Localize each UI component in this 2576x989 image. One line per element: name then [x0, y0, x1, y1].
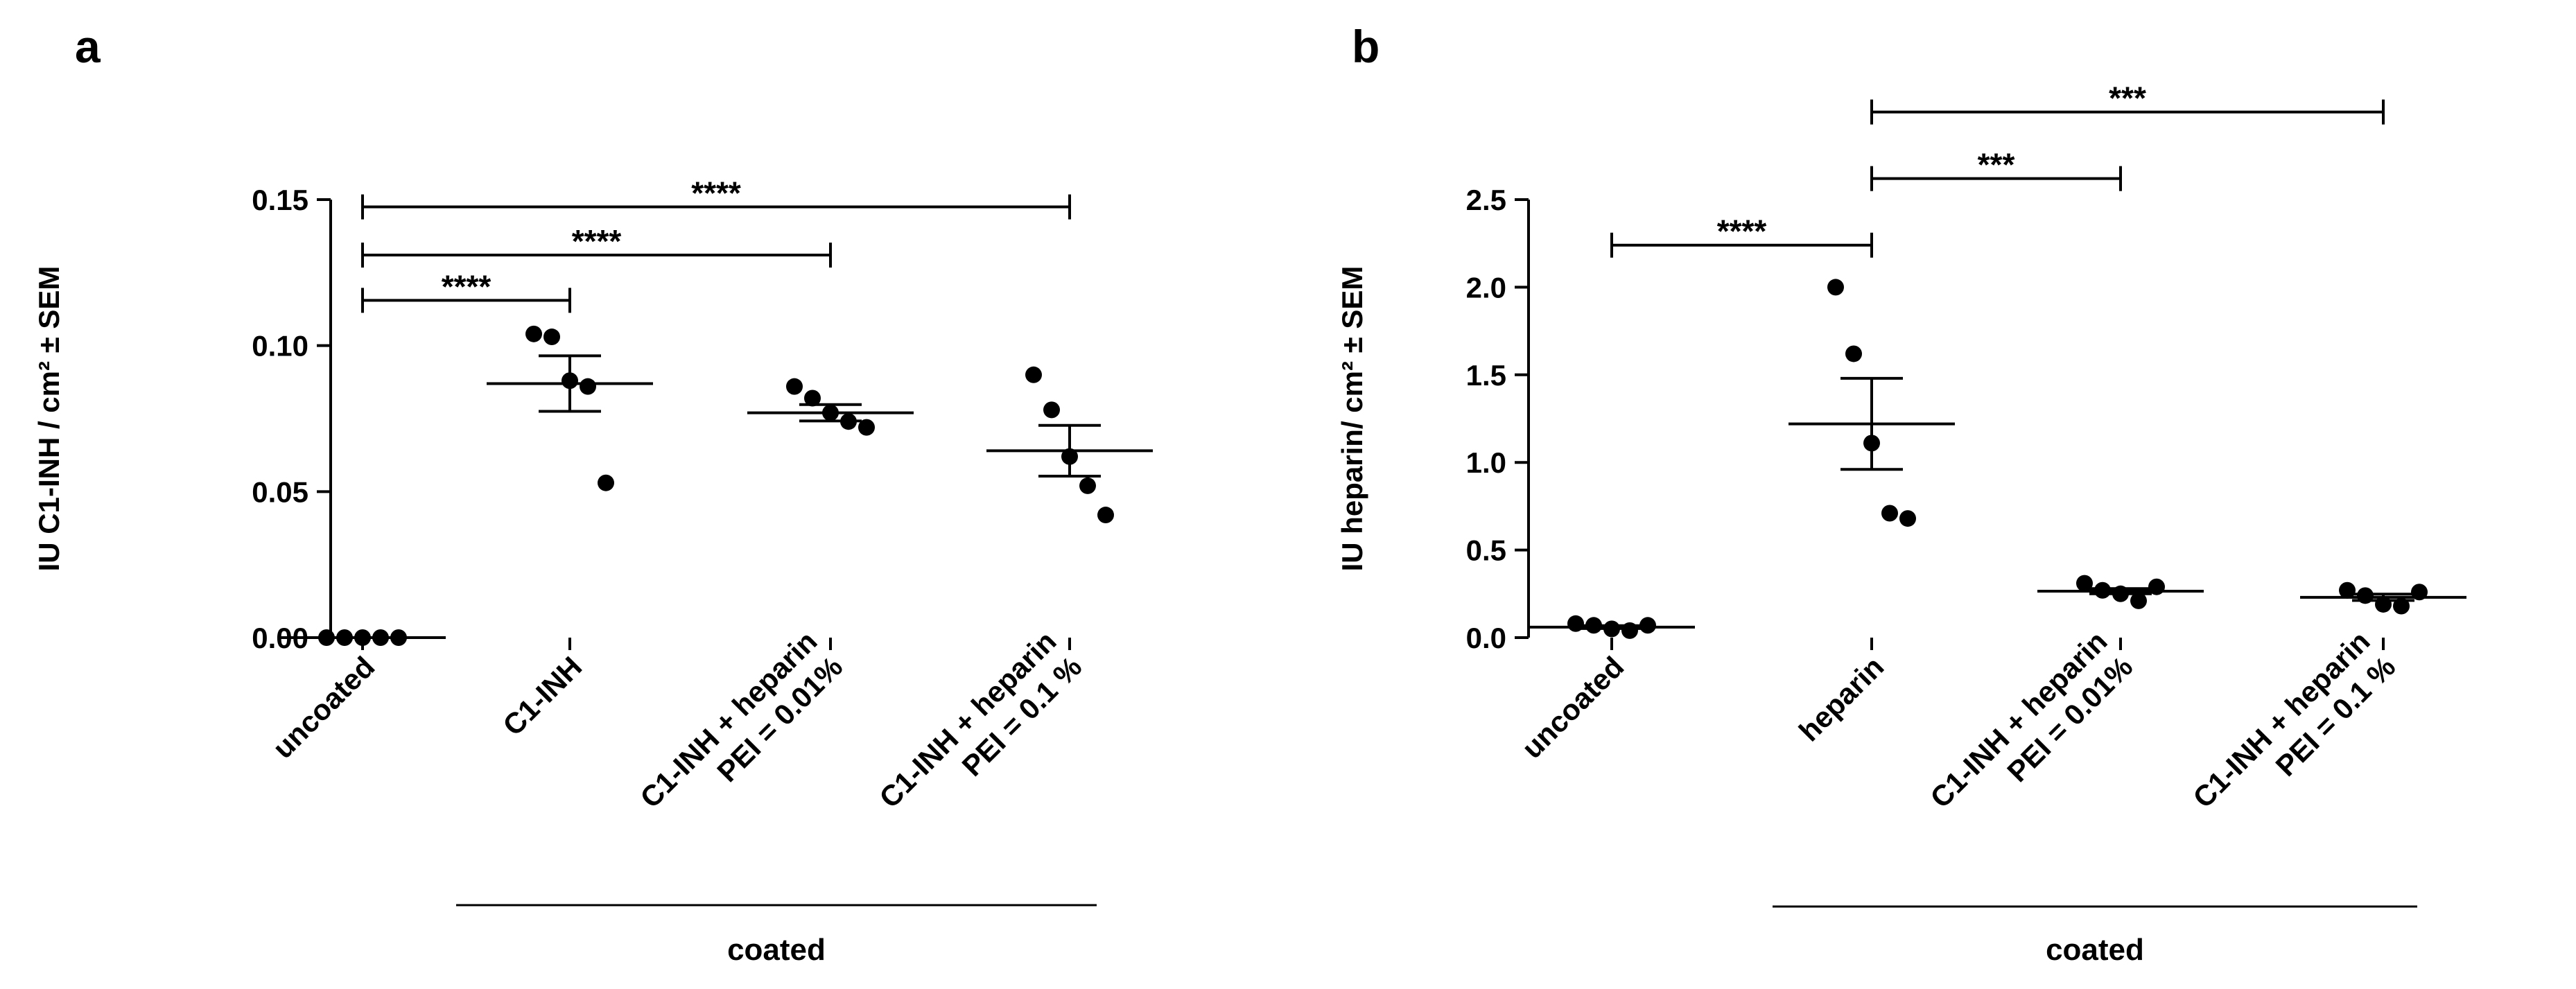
data-point	[1827, 279, 1844, 296]
y-axis-title: IU heparin/ cm² ± SEM	[1336, 266, 1368, 572]
significance-label: ****	[442, 268, 491, 304]
category-label: C1-INH + heparinPEI = 0.1 %	[873, 624, 1088, 839]
group-label: coated	[2046, 933, 2144, 967]
category-label: C1-INH + heparinPEI = 0.1 %	[2186, 624, 2401, 839]
y-tick-label: 2.0	[1466, 271, 1506, 304]
y-tick-label: 0.10	[252, 330, 308, 362]
data-point	[2339, 581, 2356, 599]
data-point	[2130, 592, 2147, 609]
data-point	[786, 378, 803, 395]
significance-label: ***	[1978, 147, 2015, 183]
data-point	[858, 419, 875, 436]
data-point	[543, 329, 560, 346]
significance-label: ****	[691, 175, 741, 211]
y-tick-label: 0.15	[252, 184, 308, 216]
y-tick-label: 1.0	[1466, 446, 1506, 479]
y-tick-label: 2.5	[1466, 184, 1506, 216]
data-point	[525, 325, 542, 342]
data-point	[598, 474, 614, 491]
data-point	[580, 378, 596, 395]
data-point	[804, 390, 821, 407]
category-label: C1-INH + heparinPEI = 0.01%	[634, 624, 848, 839]
category-label: C1-INH	[496, 650, 588, 742]
panel-b: b 0.0 0.5 1.0 1.5 2.0 2.5 IU heparin/ cm² ± SEM…	[1336, 21, 2466, 967]
category-label: uncoated	[266, 650, 381, 764]
category-label-line: C1-INH	[496, 650, 588, 742]
y-tick-label: 0.5	[1466, 534, 1506, 567]
data-point	[1899, 510, 1916, 527]
y-tick-label: 0.05	[252, 475, 308, 508]
data-point	[1079, 477, 1096, 494]
category-label: C1-INH + heparinPEI = 0.01%	[1924, 624, 2139, 839]
group-label: coated	[727, 933, 826, 967]
panel-letter: a	[75, 21, 101, 72]
y-tick-label: 0.0	[1466, 622, 1506, 654]
significance-label: ***	[2109, 80, 2146, 116]
panel-letter: b	[1352, 21, 1380, 72]
category-label-line: uncoated	[266, 650, 381, 764]
data-point	[2076, 575, 2093, 592]
significance-label: ****	[572, 223, 622, 259]
y-axis-title: IU C1-INH / cm² ± SEM	[33, 266, 65, 572]
data-point	[1043, 401, 1060, 419]
significance-label: ****	[1717, 213, 1767, 250]
data-point	[1097, 507, 1114, 524]
data-point	[1881, 505, 1898, 522]
data-point	[1639, 617, 1656, 634]
data-point	[1845, 345, 1862, 362]
category-label: heparin	[1793, 650, 1890, 748]
y-tick-label: 1.5	[1466, 359, 1506, 392]
data-point	[1025, 366, 1042, 383]
category-label-line: uncoated	[1515, 650, 1630, 764]
category-label-line: heparin	[1793, 650, 1890, 748]
category-label: uncoated	[1515, 650, 1630, 764]
data-point	[2393, 597, 2410, 615]
